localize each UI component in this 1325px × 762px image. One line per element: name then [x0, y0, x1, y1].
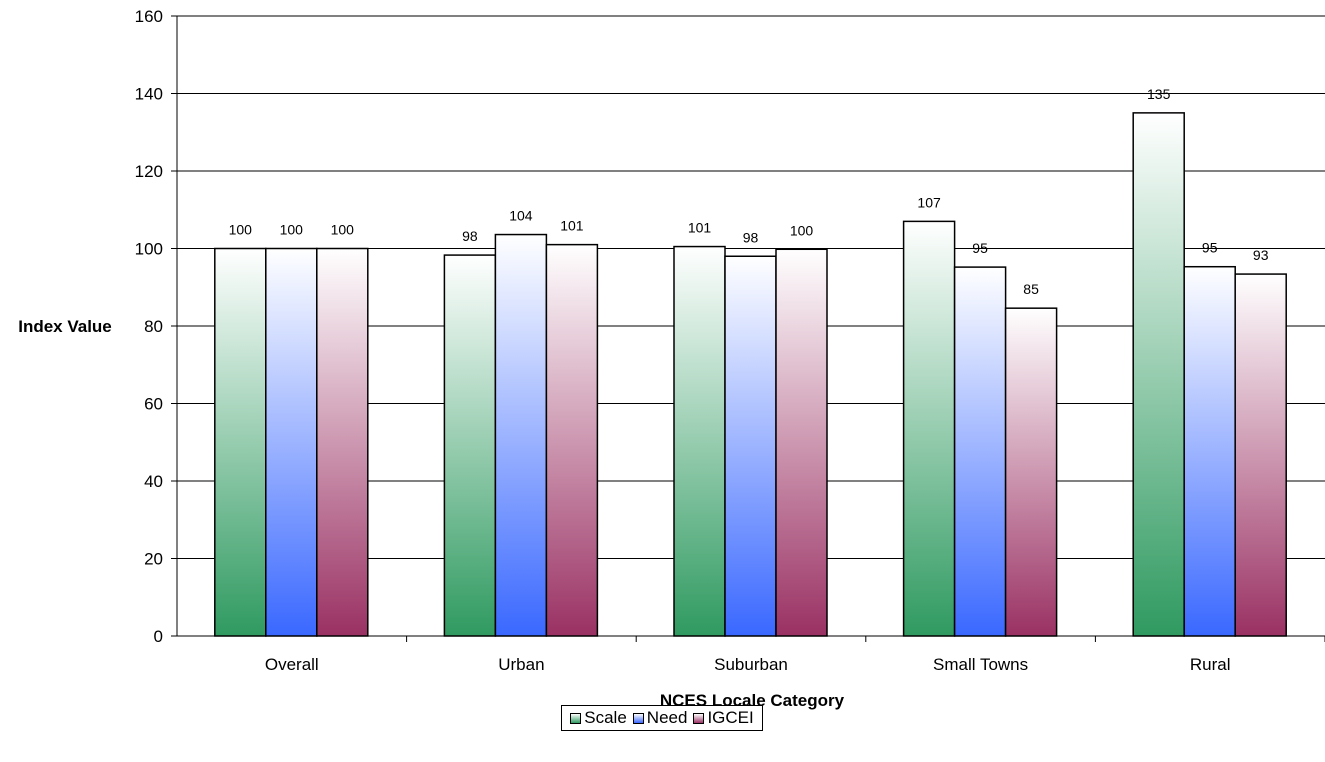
legend-item-need: Need: [632, 708, 688, 728]
y-tick-label: 20: [144, 550, 163, 569]
data-label: 85: [1023, 281, 1039, 297]
legend-swatch-need: [632, 712, 644, 724]
data-label: 93: [1253, 247, 1269, 263]
legend-label-igcei: IGCEI: [707, 708, 754, 727]
data-label: 98: [462, 228, 478, 244]
data-label: 101: [688, 220, 712, 236]
legend: Scale Need IGCEI: [561, 705, 763, 731]
data-label: 100: [331, 222, 355, 238]
labels-group: 0 20 40 60 80 100 120 140 160 100 100 100 Overall 98 1…: [135, 7, 1269, 674]
data-label: 135: [1147, 86, 1171, 102]
data-label: 100: [280, 222, 304, 238]
bar-need-rural: [1183, 265, 1236, 637]
data-label: 95: [1202, 240, 1218, 256]
y-tick-label: 60: [144, 395, 163, 414]
x-tick-label: Small Towns: [933, 655, 1028, 674]
y-axis-title: Index Value: [18, 317, 112, 336]
x-tick-label: Rural: [1190, 655, 1231, 674]
y-tick-label: 80: [144, 317, 163, 336]
y-tick-label: 0: [154, 627, 163, 646]
bar-scale-overall: [214, 247, 267, 637]
legend-label-need: Need: [646, 708, 688, 727]
bar-need-small-towns: [953, 266, 1007, 637]
bar-igcei-suburban: [775, 248, 828, 637]
data-label: 95: [972, 240, 988, 256]
bar-igcei-urban: [545, 243, 599, 637]
bar-scale-urban: [443, 254, 497, 637]
y-tick-label: 160: [135, 7, 163, 26]
legend-label-scale: Scale: [584, 708, 627, 727]
bar-igcei-overall: [316, 247, 369, 637]
data-label: 98: [743, 229, 759, 245]
x-tick-label: Suburban: [714, 655, 788, 674]
bars-group: [214, 112, 1287, 637]
bar-scale-suburban: [673, 245, 726, 637]
data-label: 104: [509, 208, 533, 224]
data-label: 101: [560, 218, 584, 234]
y-tick-label: 140: [135, 85, 163, 104]
x-tick-label: Overall: [265, 655, 319, 674]
legend-item-scale: Scale: [570, 708, 627, 728]
legend-swatch-igcei: [693, 712, 705, 724]
y-tick-label: 40: [144, 472, 163, 491]
data-label: 107: [917, 194, 941, 210]
y-tick-label: 100: [135, 240, 163, 259]
bar-scale-small-towns: [902, 220, 956, 637]
x-tick-label: Urban: [498, 655, 544, 674]
legend-item-igcei: IGCEI: [693, 708, 754, 728]
axes-group: [171, 15, 1325, 642]
bar-need-overall: [265, 247, 318, 637]
bar-scale-rural: [1132, 112, 1185, 637]
data-label: 100: [790, 222, 814, 238]
bar-need-suburban: [724, 255, 777, 637]
legend-swatch-scale: [570, 712, 582, 724]
y-tick-label: 120: [135, 162, 163, 181]
bar-igcei-rural: [1234, 273, 1287, 637]
bar-igcei-small-towns: [1004, 307, 1058, 637]
bar-need-urban: [494, 233, 548, 637]
data-label: 100: [229, 222, 253, 238]
